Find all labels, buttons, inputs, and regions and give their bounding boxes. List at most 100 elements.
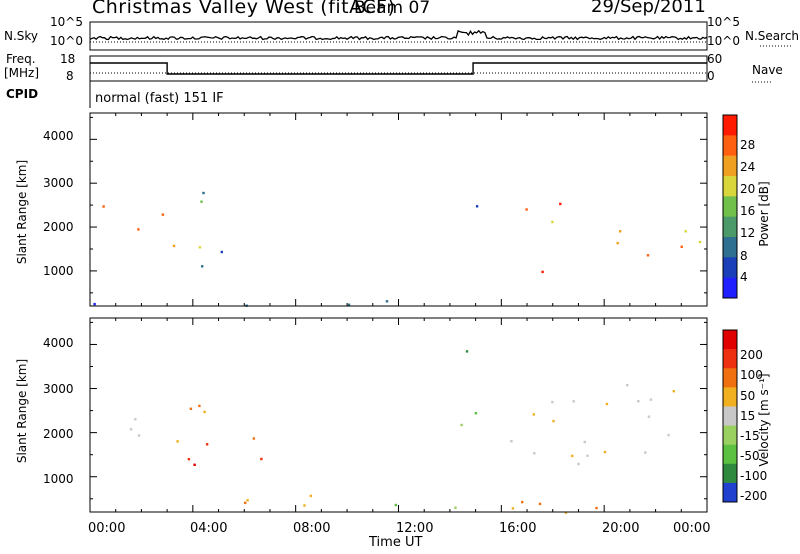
velocity-data-cell bbox=[309, 494, 312, 498]
velocity-cbar-tick: 50 bbox=[740, 389, 756, 403]
velocity-data-cell bbox=[551, 400, 554, 404]
colorbar-swatch bbox=[723, 196, 737, 218]
nsky-tick-top: 10^5 bbox=[50, 15, 83, 29]
power-panel-frame bbox=[89, 112, 708, 307]
velocity-data-cell bbox=[647, 415, 651, 418]
power-data-cell bbox=[559, 202, 562, 206]
velocity-ytick-2000: 2000 bbox=[43, 427, 74, 441]
power-data-cell bbox=[161, 213, 165, 216]
xtick-label: 08:00 bbox=[293, 521, 331, 536]
power-cbar-tick: 4 bbox=[740, 270, 748, 284]
colorbar-frame bbox=[722, 114, 738, 299]
power-data-cell bbox=[525, 208, 528, 211]
colorbar-swatch bbox=[723, 257, 737, 279]
colorbar-swatch bbox=[723, 444, 737, 465]
power-ytick-2000: 2000 bbox=[43, 220, 74, 234]
power-data-cell bbox=[698, 240, 702, 244]
velocity-data-cell bbox=[246, 499, 249, 502]
power-data-cell bbox=[201, 265, 204, 268]
power-data-cell bbox=[220, 250, 223, 254]
xtick-label: 12:00 bbox=[396, 521, 434, 536]
panel-frames bbox=[89, 21, 708, 513]
colorbar-swatch bbox=[723, 277, 737, 299]
power-data-cell bbox=[475, 205, 479, 208]
velocity-data-cell bbox=[129, 428, 133, 431]
velocity-data-cell bbox=[474, 412, 478, 415]
velocity-data-cell bbox=[511, 507, 515, 510]
freq-tick-bottom: 8 bbox=[66, 69, 74, 83]
velocity-cbar-tick: 200 bbox=[740, 348, 763, 362]
nsky-tick-bottom: 10^0 bbox=[50, 34, 83, 48]
velocity-panel-frame bbox=[89, 317, 708, 513]
power-data-cell bbox=[200, 200, 203, 203]
power-data-cell bbox=[347, 303, 351, 306]
beam-label: Beam 07 bbox=[354, 0, 431, 18]
nsky-panel-frame bbox=[89, 21, 708, 51]
velocity-data-cell bbox=[649, 398, 653, 401]
power-data-cell bbox=[198, 246, 202, 249]
velocity-data-cell bbox=[577, 462, 580, 466]
velocity-data-cell bbox=[303, 504, 306, 507]
xtick-label: 16:00 bbox=[499, 521, 537, 536]
power-data-cell bbox=[619, 230, 622, 233]
power-cbar-tick: 20 bbox=[740, 182, 756, 196]
velocity-scatter-layer bbox=[129, 350, 675, 514]
x-axis-label: Time UT bbox=[369, 535, 423, 550]
colorbar-swatch bbox=[723, 176, 737, 197]
freq-tick-top: 18 bbox=[60, 52, 76, 66]
velocity-data-cell bbox=[198, 404, 201, 408]
velocity-cbar-tick: 100 bbox=[740, 368, 763, 382]
colorbar-swatch bbox=[723, 482, 737, 503]
velocity-cbar-tick: -200 bbox=[740, 489, 768, 503]
velocity-data-cell bbox=[510, 440, 513, 443]
nave-tick-top: 60 bbox=[707, 52, 723, 66]
power-data-cell bbox=[102, 205, 105, 208]
power-data-cell bbox=[551, 220, 554, 224]
velocity-data-cell bbox=[586, 454, 589, 457]
power-cbar-label: Power [dB] bbox=[757, 181, 771, 247]
nsky-trace bbox=[89, 29, 708, 41]
power-cbar-tick: 24 bbox=[740, 160, 756, 174]
velocity-data-cell bbox=[672, 390, 675, 393]
power-data-cell bbox=[680, 245, 683, 248]
velocity-ytick-4000: 4000 bbox=[43, 336, 74, 350]
velocity-ylabel: Slant Range [km] bbox=[15, 358, 29, 464]
power-data-cell bbox=[137, 228, 140, 231]
velocity-data-cell bbox=[205, 443, 209, 446]
velocity-ytick-3000: 3000 bbox=[43, 382, 74, 396]
cpid-label: CPID bbox=[6, 87, 39, 101]
xtick-label: 04:00 bbox=[190, 521, 228, 536]
colorbar-swatch bbox=[723, 368, 737, 388]
colorbar-swatch bbox=[723, 387, 737, 407]
velocity-data-cell bbox=[193, 463, 196, 466]
velocity-data-cell bbox=[538, 502, 542, 506]
velocity-ytick-1000: 1000 bbox=[43, 472, 74, 486]
velocity-data-cell bbox=[187, 458, 191, 461]
velocity-data-cell bbox=[571, 454, 574, 458]
velocity-data-cell bbox=[595, 506, 598, 510]
power-ylabel: Slant Range [km] bbox=[15, 159, 29, 265]
velocity-cbar-tick: -50 bbox=[740, 449, 760, 463]
power-data-cell bbox=[646, 254, 650, 257]
velocity-data-cell bbox=[465, 350, 469, 353]
velocity-cbar-tick: -15 bbox=[740, 429, 760, 443]
velocity-data-cell bbox=[137, 434, 141, 437]
velocity-data-cell bbox=[521, 500, 524, 504]
power-cbar-tick: 16 bbox=[740, 204, 756, 218]
power-data-cell bbox=[385, 300, 389, 303]
colorbar-swatch bbox=[723, 237, 737, 258]
colorbar-swatch bbox=[723, 135, 737, 157]
colorbar-swatch bbox=[723, 330, 737, 350]
velocity-cbar-tick: -100 bbox=[740, 469, 768, 483]
velocity-data-cell bbox=[644, 451, 647, 454]
nsearch-label: N.Search bbox=[745, 29, 800, 43]
power-data-cell bbox=[93, 302, 96, 306]
velocity-data-cell bbox=[572, 400, 575, 403]
power-scatter-layer bbox=[93, 191, 702, 307]
xtick-label: 20:00 bbox=[602, 521, 640, 536]
velocity-data-cell bbox=[260, 457, 263, 461]
velocity-data-cell bbox=[605, 402, 609, 406]
velocity-data-cell bbox=[454, 506, 457, 509]
velocity-data-cell bbox=[552, 419, 555, 423]
